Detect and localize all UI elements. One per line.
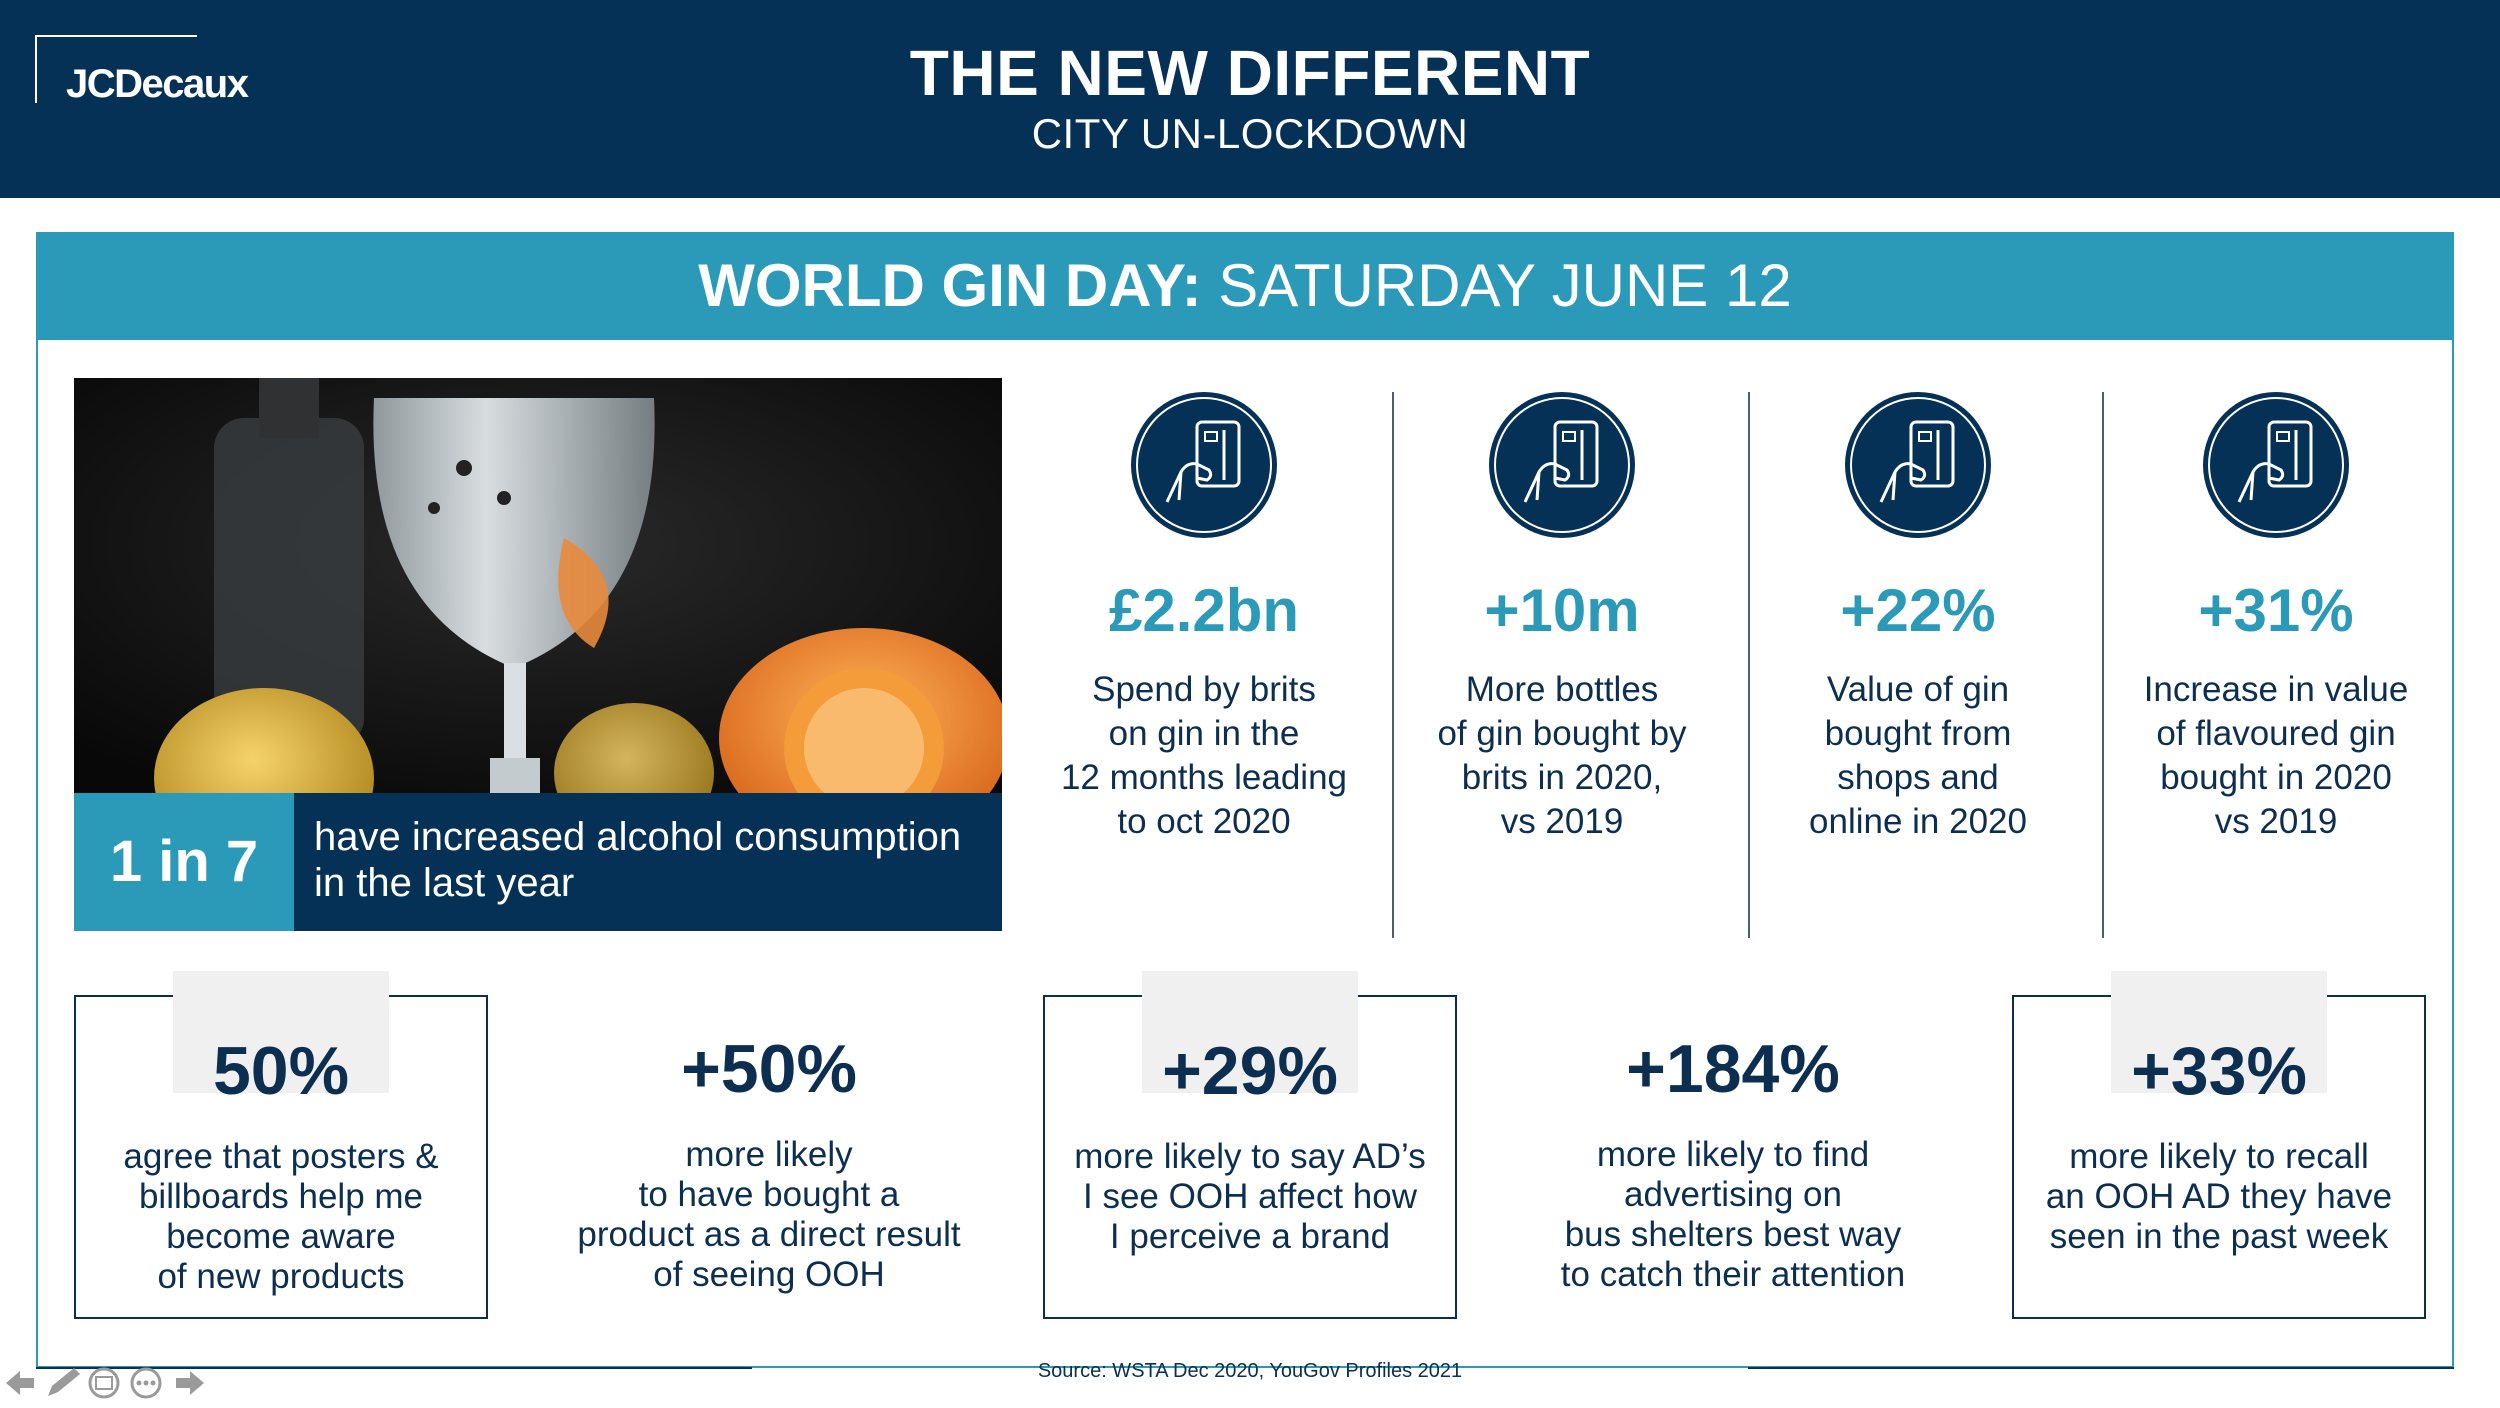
gin-day-banner: WORLD GIN DAY: SATURDAY JUNE 12 [36, 232, 2454, 340]
column-divider [1392, 392, 1394, 938]
footer-rule [36, 1367, 752, 1369]
footer-rule [1748, 1367, 2454, 1369]
page-title: THE NEW DIFFERENT [909, 37, 1591, 109]
ooh-description: more likely to say AD’s I see OOH affect… [1074, 1137, 1426, 1256]
page-subtitle: CITY UN-LOCKDOWN [1031, 110, 1469, 157]
ooh-description: more likely to find advertising on bus s… [1560, 1135, 1906, 1294]
pen-icon[interactable] [48, 1368, 80, 1396]
hand-card-payment-icon [1131, 392, 1277, 538]
logo-frame [35, 35, 197, 103]
banner-date: SATURDAY JUNE 12 [1201, 252, 1792, 319]
stat-description: Increase in value of flavoured gin bough… [2143, 670, 2409, 841]
hand-card-payment-icon [2203, 392, 2349, 538]
hand-card-payment-icon [1489, 392, 1635, 538]
ooh-stat-box: +29% more likely to say AD’s I see OOH a… [1043, 971, 1457, 1319]
stat-value: +22% [1840, 577, 1996, 644]
source-note: Source: WSTA Dec 2020, YouGov Profiles 2… [1037, 1360, 1463, 1382]
stat-value: +10m [1484, 577, 1640, 644]
next-arrow-icon[interactable] [176, 1371, 204, 1395]
prev-arrow-icon[interactable] [6, 1371, 34, 1395]
column-divider [2102, 392, 2104, 938]
ooh-value: +184% [1626, 1031, 1840, 1107]
jcdecaux-logo: JCDecaux [66, 62, 249, 106]
stat-description: Spend by brits on gin in the 12 months l… [1060, 670, 1348, 841]
stat-description: Value of gin bought from shops and onlin… [1809, 670, 2027, 841]
column-divider [1748, 392, 1750, 938]
slideshow-nav [4, 1366, 214, 1400]
stat-flavoured: +31% Increase in value of flavoured gin … [2098, 390, 2454, 844]
hand-card-payment-icon [1845, 392, 1991, 538]
slides-icon[interactable] [88, 1367, 120, 1399]
ooh-value: 50% [212, 1033, 350, 1109]
banner-bold: WORLD GIN DAY: [698, 252, 1202, 319]
stat-value: +31% [2198, 577, 2354, 644]
header-bar: JCDecaux THE NEW DIFFERENT CITY UN-LOCKD… [0, 0, 2500, 198]
ooh-value: +33% [2131, 1033, 2307, 1109]
ooh-description: more likely to have bought a product as … [577, 1135, 961, 1294]
stat-value-shops: +22% Value of gin bought from shops and … [1740, 390, 2096, 844]
ooh-stat-box: 50% agree that posters & billboards help… [74, 971, 488, 1319]
stat-spend: £2.2bn Spend by brits on gin in the 12 m… [1026, 390, 1382, 844]
box-tab [2111, 971, 2327, 1093]
ooh-stat-box: +184% more likely to find advertising on… [1526, 995, 1940, 1319]
gin-glass-photo [74, 378, 1002, 793]
ooh-stat-box: +50% more likely to have bought a produc… [562, 995, 976, 1319]
box-tab [173, 971, 389, 1093]
callout-text: have increased alcohol consumption in th… [294, 793, 1002, 931]
ooh-stat-box: +33% more likely to recall an OOH AD the… [2012, 971, 2426, 1319]
ooh-description: agree that posters & billboards help me … [123, 1137, 439, 1296]
stat-description: More bottles of gin bought by brits in 2… [1437, 670, 1687, 841]
stat-value: £2.2bn [1108, 577, 1300, 644]
ooh-value: +50% [681, 1031, 857, 1107]
more-icon[interactable] [130, 1367, 162, 1399]
callout-number: 1 in 7 [74, 793, 294, 931]
ooh-value: +29% [1162, 1033, 1338, 1109]
ooh-description: more likely to recall an OOH AD they hav… [2045, 1137, 2393, 1256]
box-tab [1142, 971, 1358, 1093]
stat-bottles: +10m More bottles of gin bought by brits… [1384, 390, 1740, 844]
